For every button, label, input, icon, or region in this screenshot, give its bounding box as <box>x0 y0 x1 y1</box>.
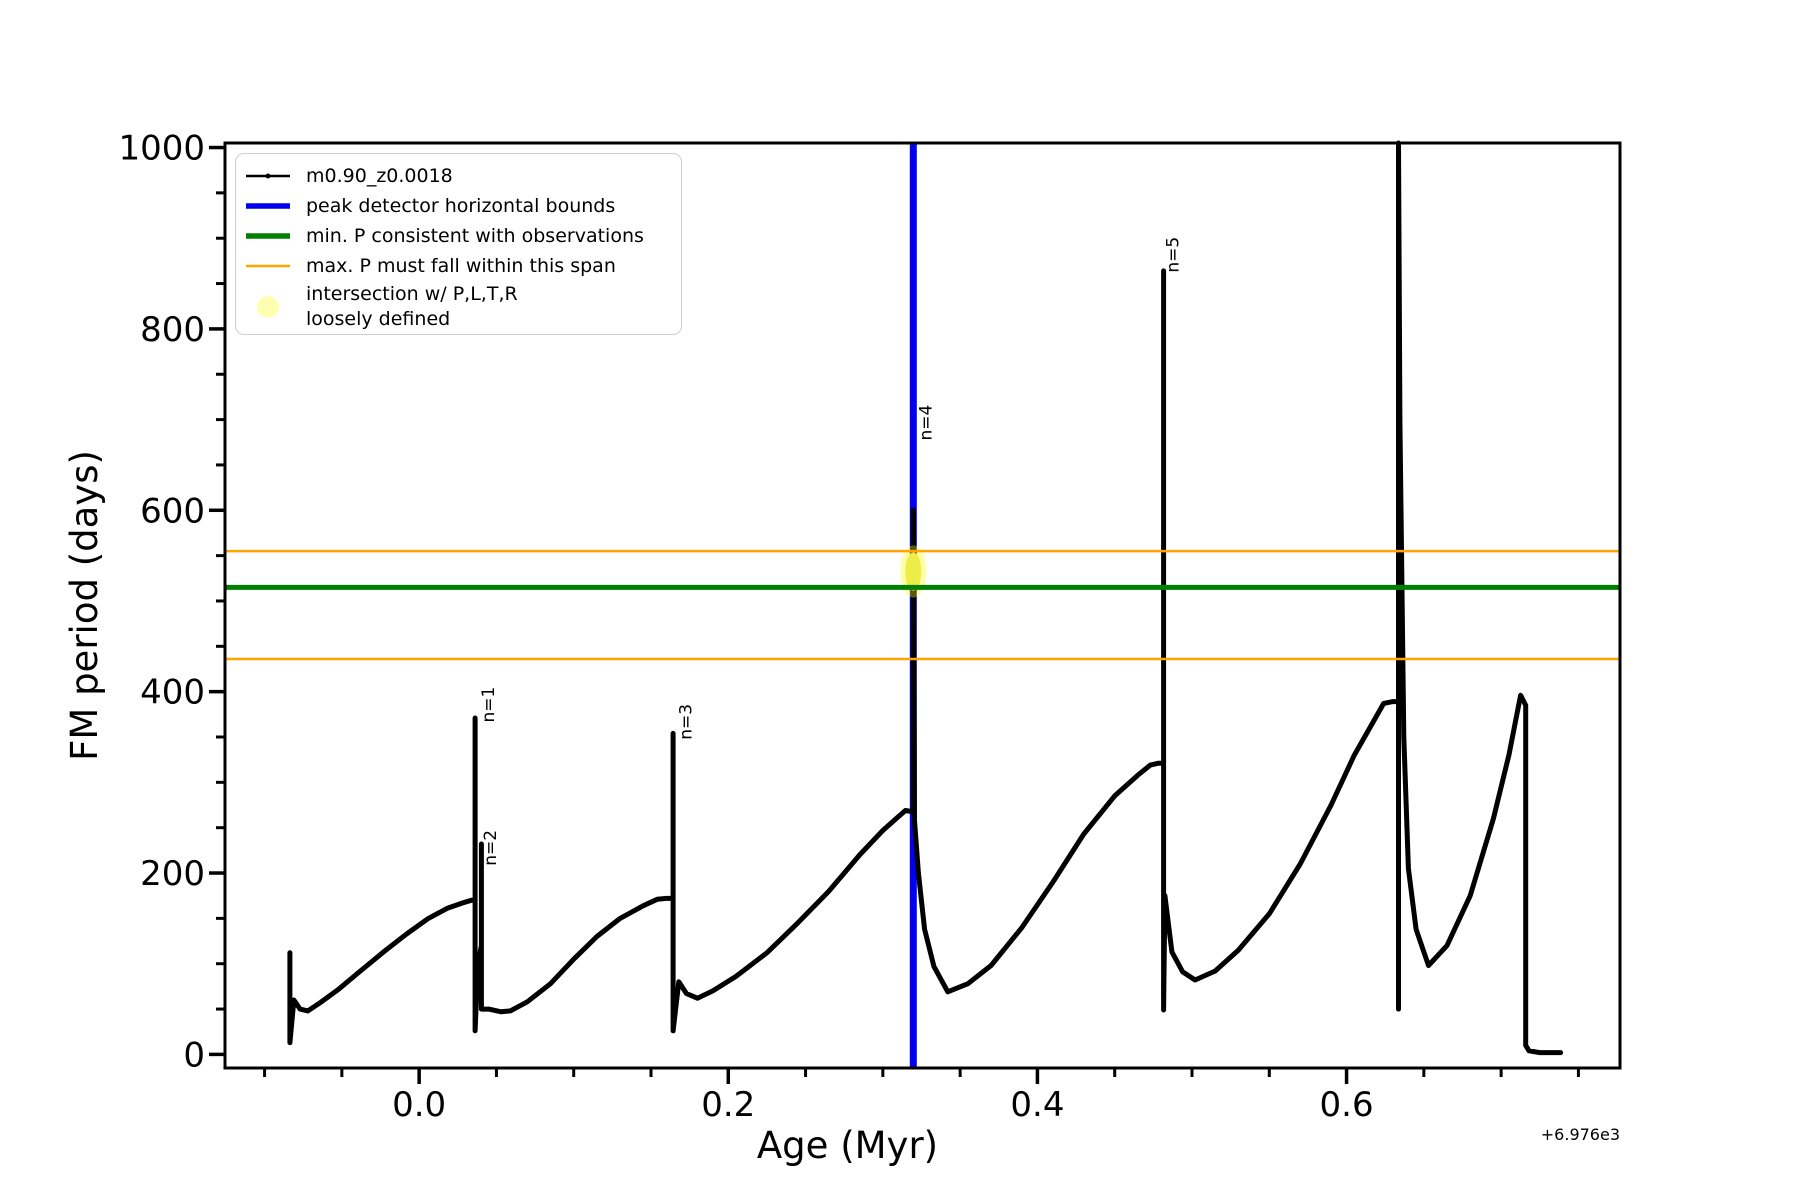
peak-annotation: n=1 <box>479 687 499 723</box>
legend-entry: max. P must fall within this span <box>246 251 671 281</box>
x-tick-label: 0.6 <box>1320 1085 1374 1125</box>
legend-line-swatch-icon <box>246 223 290 249</box>
legend-entry-label: intersection w/ P,L,T,R loosely defined <box>306 283 518 330</box>
legend-entry-label: m0.90_z0.0018 <box>306 164 453 187</box>
legend-entry: m0.90_z0.0018 <box>246 161 671 191</box>
legend-entry: peak detector horizontal bounds <box>246 191 671 221</box>
legend-entry: min. P consistent with observations <box>246 221 671 251</box>
legend-entry: intersection w/ P,L,T,R loosely defined <box>246 281 671 333</box>
peak-annotation: n=4 <box>916 405 936 441</box>
axes-spines <box>223 141 1622 1070</box>
x-tick-label: 0.0 <box>392 1085 446 1125</box>
legend-circle-marker-icon <box>246 294 290 320</box>
legend-entry-label: min. P consistent with observations <box>306 224 644 247</box>
y-tick-label: 1000 <box>118 129 205 169</box>
y-tick-label: 800 <box>140 310 205 350</box>
peak-annotation: n=2 <box>481 830 501 866</box>
legend-entry-label: peak detector horizontal bounds <box>306 194 616 217</box>
x-tick-label: 0.2 <box>701 1085 755 1125</box>
legend-line-swatch-icon <box>246 253 290 279</box>
legend-line-swatch-icon <box>246 193 290 219</box>
data-curve <box>287 140 1564 1056</box>
y-tick-label: 600 <box>140 491 205 531</box>
peak-annotation: n=3 <box>676 704 696 740</box>
y-tick-label: 0 <box>183 1035 205 1075</box>
legend-entry-label: max. P must fall within this span <box>306 254 616 277</box>
y-axis-label: FM period (days) <box>63 450 106 761</box>
peak-annotation: n=5 <box>1163 237 1183 273</box>
x-axis-label: Age (Myr) <box>757 1124 938 1167</box>
y-tick-label: 400 <box>140 673 205 713</box>
x-axis-offset-label: +6.976e3 <box>1541 1125 1620 1144</box>
x-tick-label: 0.4 <box>1010 1085 1064 1125</box>
intersection-core <box>905 552 922 591</box>
y-tick-label: 200 <box>140 854 205 894</box>
legend-line-swatch-icon <box>246 163 290 189</box>
